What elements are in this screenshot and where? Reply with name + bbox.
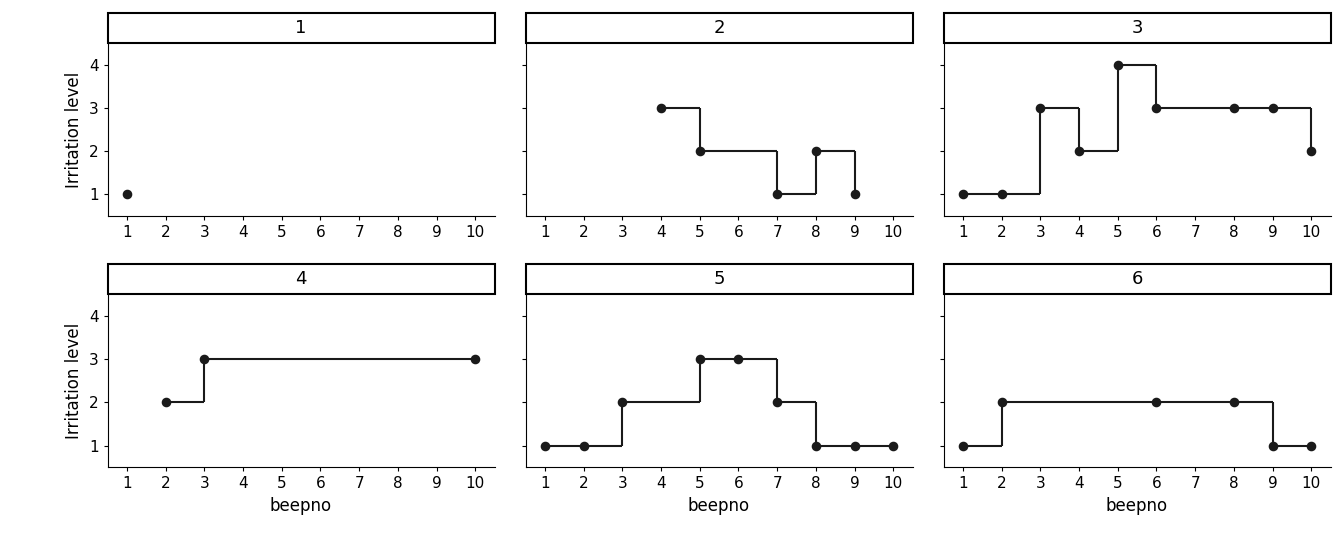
- Point: [1262, 441, 1284, 450]
- X-axis label: beepno: beepno: [270, 497, 332, 515]
- Point: [155, 398, 176, 407]
- Y-axis label: Irritation level: Irritation level: [66, 323, 83, 439]
- Point: [727, 354, 749, 363]
- Point: [991, 190, 1012, 199]
- Point: [991, 398, 1012, 407]
- Text: 6: 6: [1132, 270, 1142, 288]
- Point: [534, 441, 555, 450]
- Point: [844, 441, 866, 450]
- Point: [1301, 147, 1322, 156]
- Point: [689, 147, 711, 156]
- Point: [1145, 104, 1167, 112]
- Point: [805, 147, 827, 156]
- Point: [465, 354, 487, 363]
- Point: [1145, 398, 1167, 407]
- Text: 5: 5: [714, 270, 724, 288]
- Point: [650, 104, 672, 112]
- Point: [1030, 104, 1051, 112]
- Point: [689, 354, 711, 363]
- Point: [1301, 441, 1322, 450]
- Point: [573, 441, 594, 450]
- Point: [805, 441, 827, 450]
- Point: [194, 354, 215, 363]
- Point: [766, 398, 788, 407]
- Text: 3: 3: [1132, 19, 1142, 37]
- X-axis label: beepno: beepno: [688, 497, 750, 515]
- Point: [1223, 104, 1245, 112]
- Point: [883, 441, 905, 450]
- Y-axis label: Irritation level: Irritation level: [66, 71, 83, 187]
- Point: [1068, 147, 1090, 156]
- Point: [1262, 104, 1284, 112]
- Point: [952, 441, 973, 450]
- Point: [612, 398, 633, 407]
- Text: 2: 2: [714, 19, 724, 37]
- Point: [116, 190, 137, 199]
- Text: 1: 1: [296, 19, 306, 37]
- Point: [844, 190, 866, 199]
- Text: 4: 4: [296, 270, 306, 288]
- Point: [1107, 60, 1129, 69]
- X-axis label: beepno: beepno: [1106, 497, 1168, 515]
- Point: [1223, 398, 1245, 407]
- Point: [952, 190, 973, 199]
- Point: [766, 190, 788, 199]
